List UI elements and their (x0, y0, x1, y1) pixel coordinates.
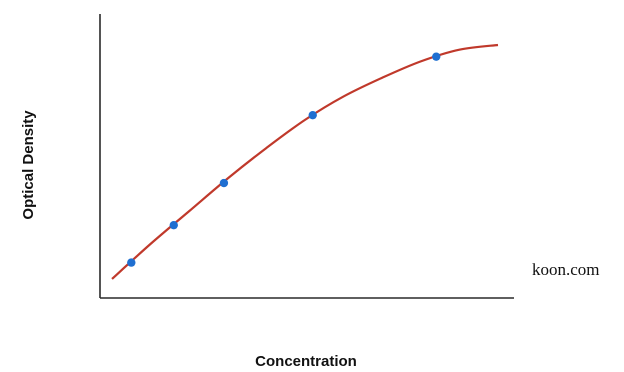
data-points (127, 52, 441, 267)
data-point (432, 52, 441, 61)
watermark-text: koon.com (532, 260, 600, 279)
y-axis-title: Optical Density (20, 110, 37, 220)
fit-curve (111, 43, 499, 280)
x-axis-title: Concentration (255, 353, 357, 370)
data-point (169, 220, 178, 230)
data-point (219, 178, 229, 188)
data-point (127, 258, 136, 267)
data-point (308, 110, 317, 120)
